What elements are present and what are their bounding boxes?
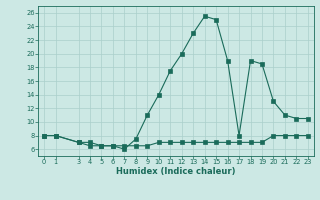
X-axis label: Humidex (Indice chaleur): Humidex (Indice chaleur) <box>116 167 236 176</box>
